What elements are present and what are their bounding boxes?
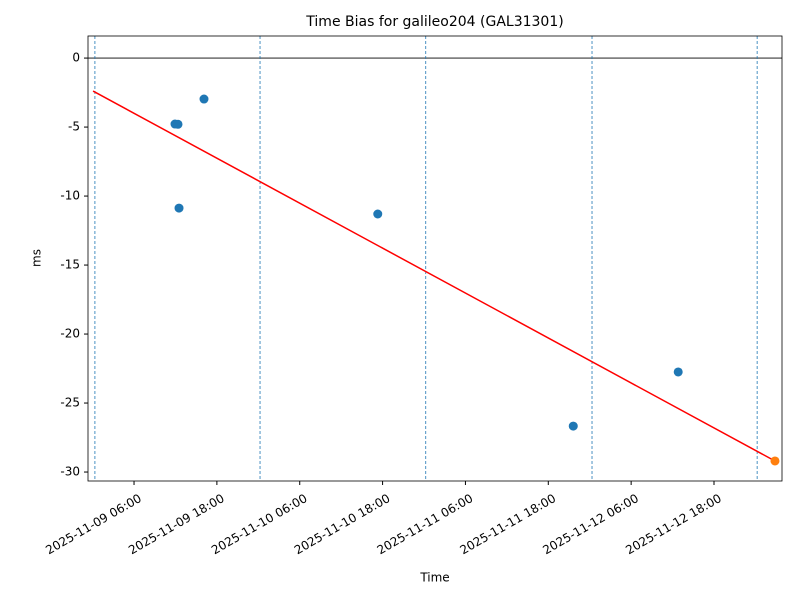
y-axis-label: ms	[30, 249, 44, 267]
y-tick-label: -15	[60, 258, 80, 272]
y-tick-label: -25	[60, 396, 80, 410]
plot-frame	[87, 35, 783, 482]
x-axis-label: Time	[419, 571, 449, 585]
data-point	[770, 456, 780, 466]
y-tick-label: -20	[60, 327, 80, 341]
data-point	[173, 119, 183, 129]
y-tick-label: -10	[60, 189, 80, 203]
trend-line	[92, 90, 776, 462]
y-tick-label: -30	[60, 465, 80, 479]
data-point	[673, 367, 683, 377]
chart-title: Time Bias for galileo204 (GAL31301)	[305, 14, 563, 30]
y-tick-label: 0	[72, 51, 80, 65]
data-point	[568, 421, 578, 431]
data-point	[199, 94, 209, 104]
data-point	[373, 209, 383, 219]
data-point	[174, 203, 184, 213]
y-tick-label: -5	[68, 120, 80, 134]
